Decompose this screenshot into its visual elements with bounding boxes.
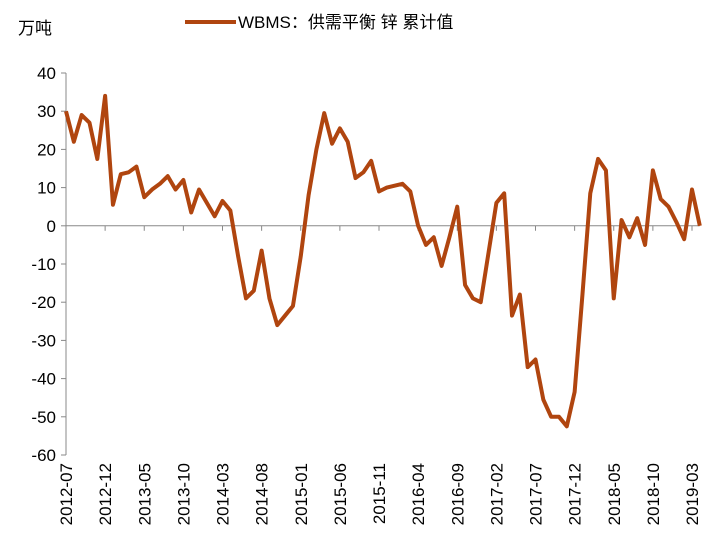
y-tick-label: -40 <box>31 370 56 389</box>
y-tick-label: 0 <box>47 217 56 236</box>
x-tick-label: 2015-11 <box>370 463 389 524</box>
x-tick-label: 2018-05 <box>605 463 624 525</box>
y-tick-label: 10 <box>37 179 56 198</box>
data-line <box>64 93 702 429</box>
x-tick-label: 2013-05 <box>135 463 154 525</box>
x-tick-label: 2012-12 <box>96 463 115 525</box>
y-tick-label: -20 <box>31 293 56 312</box>
x-tick-label: 2016-04 <box>409 463 428 525</box>
x-tick-label: 2019-03 <box>683 463 702 525</box>
y-tick-label: -30 <box>31 331 56 350</box>
x-tick-label: 2017-02 <box>487 463 506 525</box>
legend-label: WBMS：供需平衡 锌 累计值 <box>238 13 453 32</box>
y-tick-label: -60 <box>31 446 56 465</box>
x-tick-label: 2015-06 <box>331 463 350 525</box>
y-tick-label: 20 <box>37 140 56 159</box>
y-tick-label: 40 <box>37 64 56 83</box>
x-tick-label: 2014-03 <box>214 463 233 525</box>
y-tick-label: -50 <box>31 408 56 427</box>
y-tick-label: -10 <box>31 255 56 274</box>
x-tick-label: 2018-10 <box>644 463 663 525</box>
x-tick-label: 2017-12 <box>566 463 585 525</box>
x-tick-label: 2016-09 <box>448 463 467 525</box>
x-tick-label: 2012-07 <box>57 463 76 525</box>
x-tick-label: 2017-07 <box>527 463 546 525</box>
x-tick-label: 2015-01 <box>292 463 311 525</box>
y-unit: 万吨 <box>18 19 52 38</box>
x-tick-label: 2013-10 <box>174 463 193 525</box>
y-tick-label: 30 <box>37 102 56 121</box>
x-tick-label: 2014-08 <box>253 463 272 525</box>
